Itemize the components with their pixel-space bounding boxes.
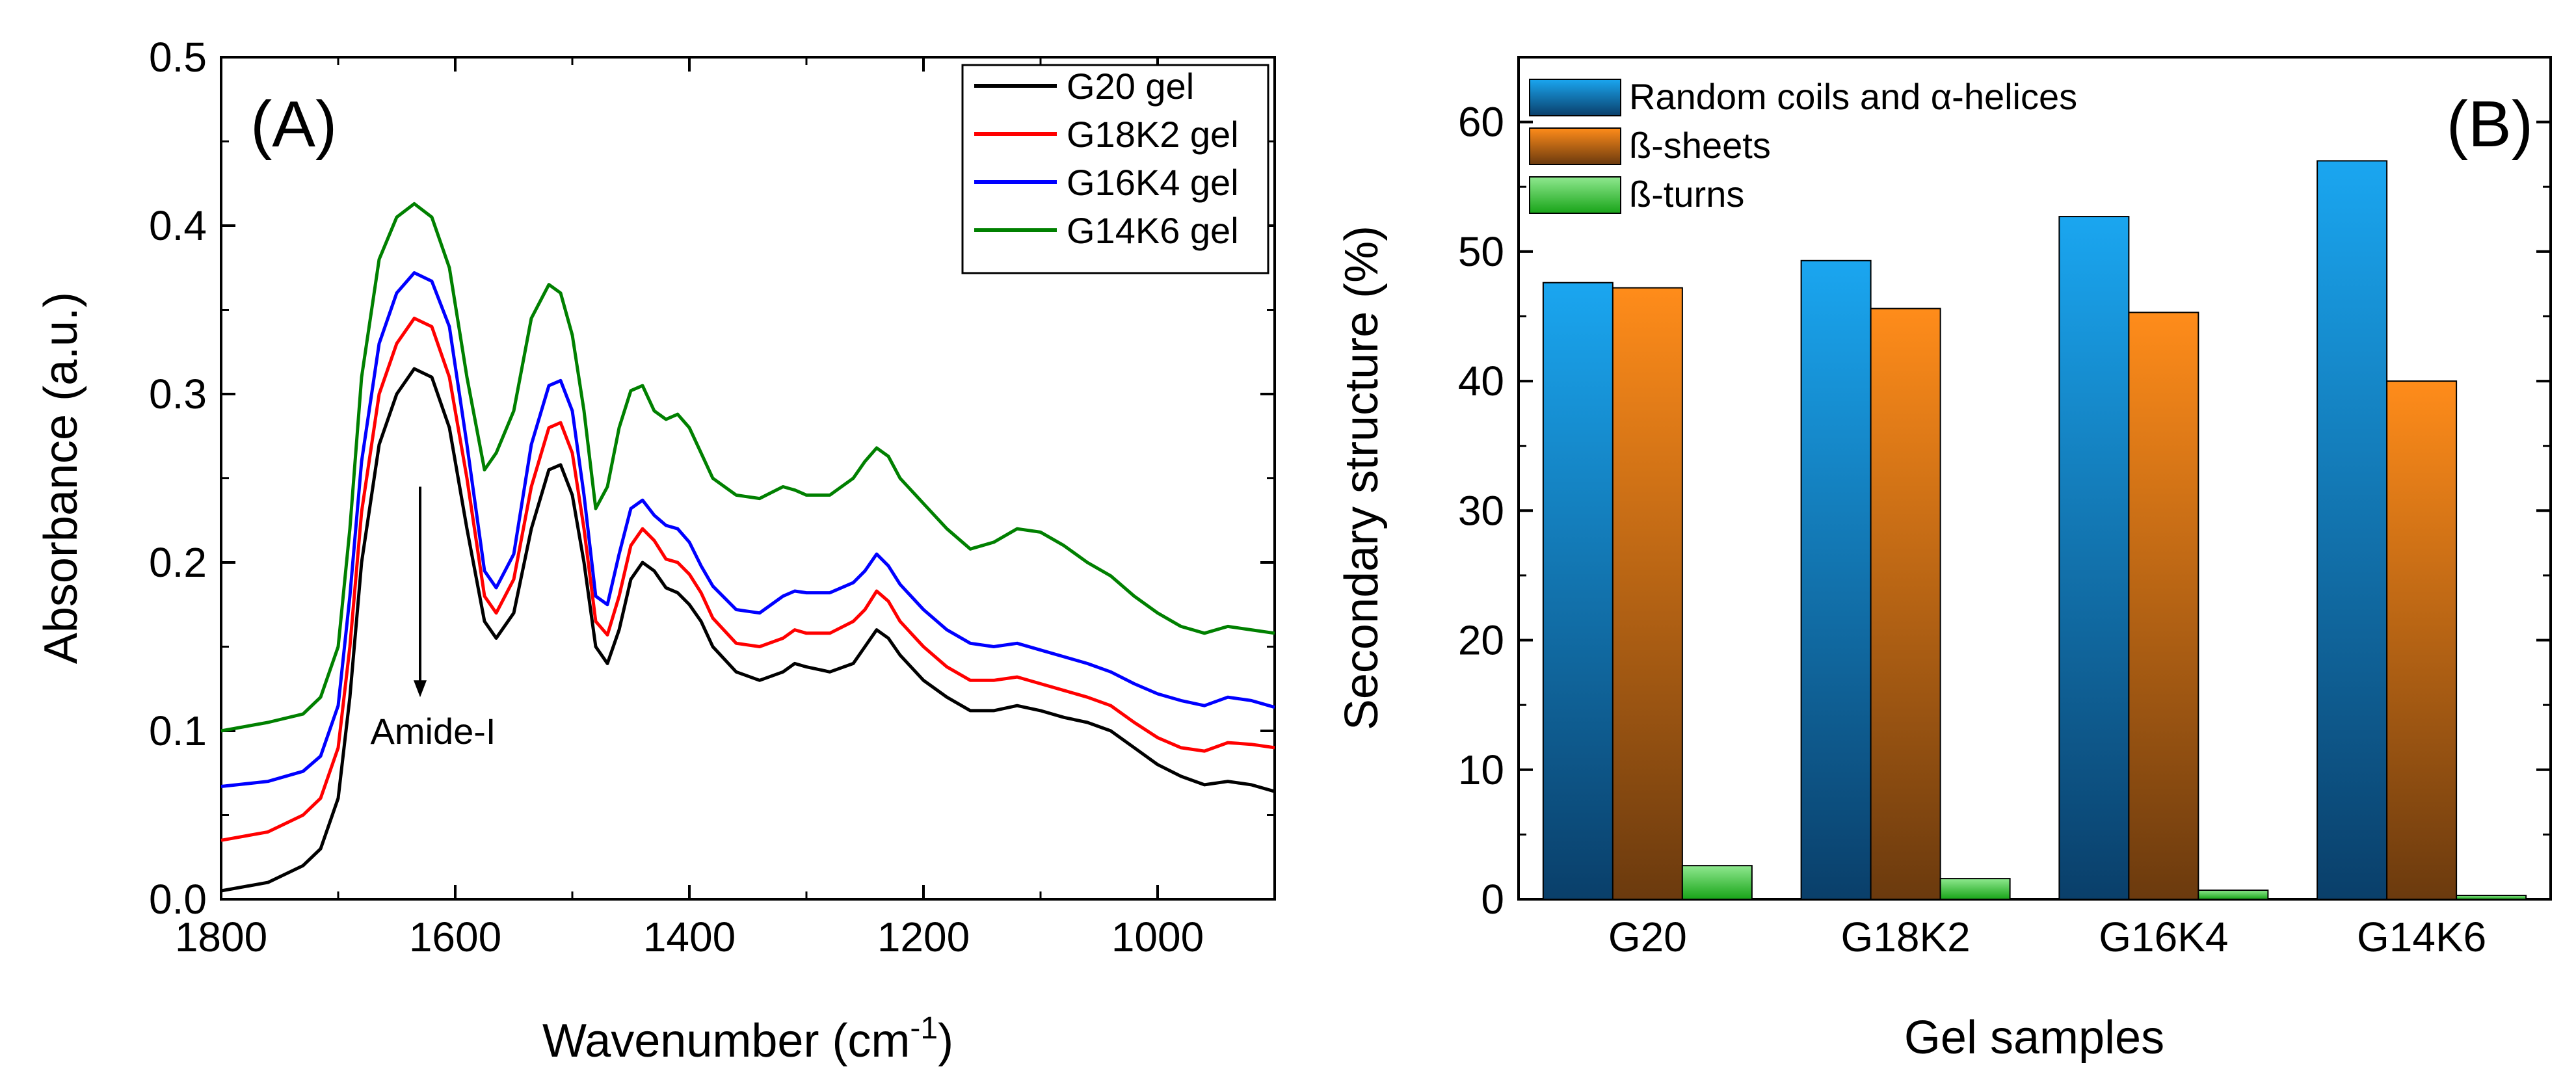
bar-g16k4-random-coils-and-helices xyxy=(2058,216,2130,900)
y-tick-label: 0.5 xyxy=(149,34,207,81)
y-tick-label: 10 xyxy=(1458,746,1504,793)
x-tick-label: 1000 xyxy=(1111,914,1204,960)
bar-g18k2-sheets xyxy=(1870,308,1941,900)
legend-label-turns: ß-turns xyxy=(1629,174,1744,215)
y-tick-label: 0.1 xyxy=(149,707,207,754)
amide-i-annotation: Amide-I xyxy=(371,711,496,752)
panel-a-spectra-chart: 1800 1600 1400 1200 1000 0.0 0.1 0.2 0.3 0.4 0.5 (… xyxy=(35,34,1276,1067)
series-line-g16k4-gel xyxy=(220,271,1275,788)
x-tick-label: G20 xyxy=(1608,914,1687,960)
legend-label-g18k2-gel: G18K2 gel xyxy=(1067,114,1239,155)
panel-a-legend-box xyxy=(961,64,1269,274)
panel-b-axis-ticks: 0 10 20 30 40 50 60 G20 G18K2 G16K4 G14K6 xyxy=(1458,99,2551,960)
legend-label-g14k6-gel: G14K6 gel xyxy=(1067,210,1239,251)
panel-b-legend: Random coils and α-helices ß-sheets ß-turn… xyxy=(1529,76,2077,215)
bar-g16k4-turns xyxy=(2198,890,2269,900)
x-tick-label: 1200 xyxy=(877,914,970,960)
panel-b-bars xyxy=(1542,160,2527,900)
panel-b-x-axis-label: Gel samples xyxy=(1904,1012,2164,1064)
panel-a-series-lines xyxy=(220,202,1275,893)
panel-b-bar-chart: 0 10 20 30 40 50 60 G20 G18K2 G16K4 G14K6 (B) Rand… xyxy=(1336,56,2552,1064)
y-tick-label: 0.4 xyxy=(149,202,207,249)
legend-swatch-random-coils-and-helices xyxy=(1529,79,1621,116)
y-tick-label: 60 xyxy=(1458,99,1504,146)
x-tick-label: G18K2 xyxy=(1841,914,1971,960)
bar-g14k6-sheets xyxy=(2386,380,2458,900)
bar-g18k2-random-coils-and-helices xyxy=(1800,259,1872,900)
panel-a-axis-ticks: 1800 1600 1400 1200 1000 0.0 0.1 0.2 0.3 0.4 0.5 xyxy=(149,34,1275,960)
panel-b-plot-frame xyxy=(1517,56,2552,901)
legend-label-sheets: ß-sheets xyxy=(1629,125,1771,166)
y-tick-label: 20 xyxy=(1458,617,1504,664)
legend-label-g20-gel: G20 gel xyxy=(1067,66,1194,107)
panel-b-y-axis-label: Secondary structure (%) xyxy=(1336,226,1388,730)
x-tick-label: 1600 xyxy=(409,914,501,960)
y-tick-label: 0.3 xyxy=(149,371,207,417)
panel-a-legend: G20 gel G18K2 gel G16K4 gel G14K6 gel xyxy=(961,64,1269,274)
legend-label-random-coils-and-helices: Random coils and α-helices xyxy=(1629,76,2077,117)
bar-g16k4-sheets xyxy=(2128,311,2199,900)
y-tick-label: 40 xyxy=(1458,358,1504,404)
x-tick-label: 1800 xyxy=(175,914,267,960)
x-tick-label: 1400 xyxy=(643,914,736,960)
panel-a-y-axis-label: Absorbance (a.u.) xyxy=(35,292,87,664)
legend-swatch-sheets xyxy=(1529,127,1621,165)
panel-a-label: (A) xyxy=(250,88,337,161)
bar-g14k6-turns xyxy=(2456,895,2527,900)
y-tick-label: 30 xyxy=(1458,487,1504,534)
series-line-g14k6-gel xyxy=(220,202,1275,733)
y-tick-label: 50 xyxy=(1458,228,1504,275)
panel-b-label: (B) xyxy=(2447,88,2533,161)
bar-g14k6-random-coils-and-helices xyxy=(2317,160,2388,900)
panel-a-x-axis-label: Wavenumber (cm-1) xyxy=(542,1011,953,1067)
amide-i-arrow-head xyxy=(414,680,427,698)
x-tick-label: G16K4 xyxy=(2099,914,2228,960)
bar-g20-random-coils-and-helices xyxy=(1542,282,1613,900)
y-tick-label: 0.2 xyxy=(149,539,207,586)
legend-swatch-turns xyxy=(1529,176,1621,214)
bar-g20-sheets xyxy=(1612,287,1683,900)
y-tick-label: 0.0 xyxy=(149,876,207,923)
legend-label-g16k4-gel: G16K4 gel xyxy=(1067,162,1239,203)
bar-g20-turns xyxy=(1681,865,1753,900)
bar-g18k2-turns xyxy=(1939,878,2011,900)
series-line-g18k2-gel xyxy=(220,317,1275,842)
y-tick-label: 0 xyxy=(1481,876,1504,923)
series-line-g20-gel xyxy=(220,367,1275,893)
x-tick-label: G14K6 xyxy=(2357,914,2486,960)
